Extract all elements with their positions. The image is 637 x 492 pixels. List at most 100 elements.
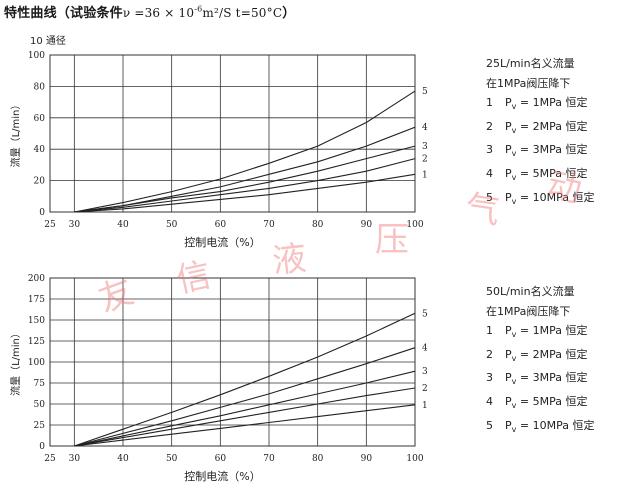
curve-label-4: 4: [422, 123, 428, 133]
legend-item-symbol: Pv: [505, 395, 517, 411]
legend-item-subscript: v: [511, 125, 517, 135]
series-line-2: [74, 387, 416, 447]
legend-item-symbol: Pv: [505, 143, 517, 159]
watermark-char: 压: [375, 220, 409, 260]
legend-item: 2 Pv = 2MPa 恒定: [486, 345, 594, 369]
y-tick-label: 100: [28, 51, 45, 61]
y-axis-title: 流量（L/min）: [9, 100, 22, 168]
x-tick-label: 50: [166, 220, 178, 230]
x-tick-label: 100: [406, 454, 423, 464]
legend-item-number: 1: [486, 96, 493, 109]
title-unit: m²/S t=50°C: [202, 6, 283, 20]
legend-heading: 50L/min名义流量: [486, 285, 575, 298]
y-tick-label: 0: [39, 442, 45, 452]
x-tick-label: 90: [361, 220, 373, 230]
y-axis-title: 流量（L/min）: [9, 328, 22, 396]
y-tick-label: 100: [28, 358, 45, 368]
curve-label-4: 4: [422, 344, 428, 354]
x-axis-title: 控制电流（%）: [184, 235, 260, 249]
legend-item-symbol: Pv: [505, 371, 517, 387]
legend-item-symbol: Pv: [505, 119, 517, 135]
legend-item-subscript: v: [511, 377, 517, 387]
x-tick-label: 30: [69, 220, 81, 230]
x-tick-label: 30: [69, 454, 81, 464]
legend-item-number: 3: [486, 371, 493, 385]
legend-item-subscript: v: [511, 330, 517, 340]
series-line-3: [74, 370, 416, 447]
y-tick-label: 80: [34, 82, 46, 92]
legend-top: 25L/min名义流量 在1MPa阀压降下 1 Pv = 1MPa 恒定 2 Pv = 2…: [486, 54, 594, 211]
legend-subheading: 在1MPa阀压降下: [486, 304, 571, 318]
curve-label-1: 1: [422, 401, 428, 411]
legend-item-value: = 2MPa 恒定: [516, 347, 588, 361]
legend-item: 1 Pv = 1MPa 恒定: [486, 93, 594, 117]
legend-item-number: 4: [486, 395, 493, 409]
series-line-5: [74, 90, 416, 213]
legend-item-number: 2: [486, 347, 493, 361]
x-tick-label: 100: [406, 220, 423, 230]
x-tick-label: 60: [215, 220, 227, 230]
legend-heading: 25L/min名义流量: [486, 57, 575, 70]
title-main: 特性曲线（试验条件: [4, 6, 123, 21]
series-line-1: [74, 173, 416, 213]
legend-item-number: 1: [486, 324, 493, 337]
x-tick-label: 25: [44, 220, 56, 230]
legend-item-symbol: Pv: [505, 418, 517, 434]
legend-item-value: = 5MPa 恒定: [516, 167, 588, 181]
legend-item-subscript: v: [511, 149, 517, 159]
legend-item-number: 5: [486, 190, 493, 204]
title-exponent: -6: [194, 4, 203, 14]
x-tick-label: 80: [312, 454, 324, 464]
y-tick-label: 20: [34, 177, 46, 187]
series-line-4: [74, 347, 416, 447]
y-tick-label: 60: [34, 114, 46, 124]
y-tick-label: 50: [34, 400, 46, 410]
legend-item-subscript: v: [511, 424, 517, 434]
watermark-char: 液: [270, 238, 309, 282]
legend-item: 1 Pv = 1MPa 恒定: [486, 321, 594, 345]
diameter-label: 10 通径: [30, 34, 66, 47]
y-tick-label: 75: [34, 379, 46, 389]
legend-item-value: = 10MPa 恒定: [516, 418, 595, 432]
plot-frame: [49, 54, 416, 213]
y-tick-label: 150: [28, 316, 45, 326]
x-tick-label: 80: [312, 220, 324, 230]
curve-label-3: 3: [422, 142, 428, 152]
legend-item-number: 4: [486, 167, 493, 181]
legend-item-number: 5: [486, 418, 493, 432]
legend-item-value: = 2MPa 恒定: [516, 119, 588, 133]
page-title: 特性曲线（试验条件ν =36 × 10-6m²/S t=50°C）: [4, 2, 295, 21]
watermark-char: 气: [462, 187, 503, 233]
series-line-4: [74, 126, 416, 213]
chart-2: 25 30 40 50 60 70 80 90 100025507510012515017520…: [9, 274, 428, 483]
x-tick-label: 25: [44, 454, 56, 464]
y-tick-label: 175: [28, 295, 45, 305]
curve-label-2: 2: [422, 155, 428, 165]
y-tick-label: 25: [34, 421, 46, 431]
y-tick-label: 125: [28, 337, 45, 347]
legend-item-symbol: Pv: [505, 167, 517, 183]
series-line-1: [74, 404, 416, 447]
legend-item-subscript: v: [511, 353, 517, 363]
legend-item: 5 Pv = 10MPa 恒定: [486, 188, 594, 212]
curve-label-5: 5: [422, 309, 428, 319]
legend-item: 3 Pv = 3MPa 恒定: [486, 368, 594, 392]
title-close: ）: [282, 6, 296, 21]
legend-item: 3 Pv = 3MPa 恒定: [486, 140, 594, 164]
legend-item: 5 Pv = 10MPa 恒定: [486, 416, 594, 440]
x-tick-label: 50: [166, 454, 178, 464]
legend-item-value: = 10MPa 恒定: [516, 190, 595, 204]
x-tick-label: 40: [117, 220, 129, 230]
x-tick-label: 90: [361, 454, 373, 464]
x-tick-label: 70: [263, 220, 275, 230]
legend-item: 4 Pv = 5MPa 恒定: [486, 164, 594, 188]
legend-item-symbol: Pv: [505, 347, 517, 363]
legend-item-value: = 5MPa 恒定: [516, 395, 588, 409]
legend-item: 2 Pv = 2MPa 恒定: [486, 117, 594, 141]
x-axis-title: 控制电流（%）: [184, 469, 260, 483]
legend-item-value: = 1MPa 恒定: [516, 324, 588, 337]
y-tick-label: 40: [34, 145, 46, 155]
legend-item-value: = 1MPa 恒定: [516, 96, 588, 109]
series-line-2: [74, 158, 416, 213]
